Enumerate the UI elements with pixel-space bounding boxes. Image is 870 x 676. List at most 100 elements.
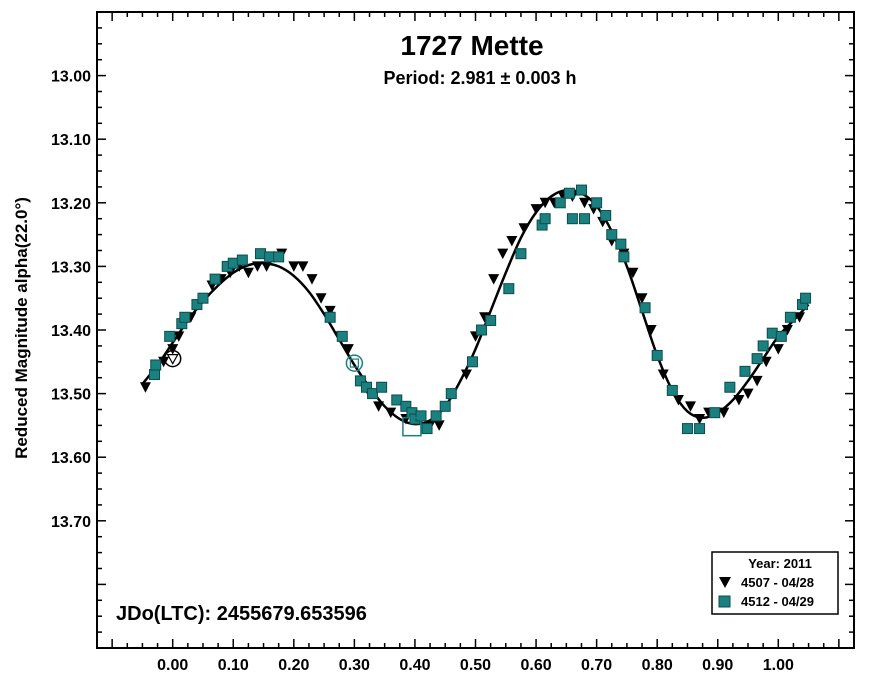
data-point-4507 — [506, 235, 518, 247]
data-point-4507 — [742, 388, 754, 400]
data-point-4512 — [606, 229, 618, 241]
data-point-4507 — [672, 394, 684, 406]
data-point-4507 — [657, 369, 669, 381]
data-point-4512 — [539, 213, 551, 225]
y-tick-label: 13.10 — [51, 132, 91, 149]
data-point-4512 — [709, 407, 721, 419]
x-tick-label: 0.10 — [218, 657, 249, 674]
data-point-4507 — [645, 325, 657, 336]
data-point-4512 — [149, 369, 161, 381]
data-point-4507 — [460, 369, 472, 381]
y-tick-label: 13.00 — [51, 69, 91, 86]
legend: Year: 2011 4507 - 04/28 4512 - 04/29 — [711, 551, 839, 615]
data-point-4512 — [391, 394, 403, 406]
data-point-4512 — [236, 254, 248, 266]
data-point-4512 — [566, 213, 578, 225]
data-point-4507 — [627, 267, 639, 279]
data-point-4512 — [563, 187, 575, 199]
legend-title: Year: 2011 — [748, 556, 812, 571]
data-point-4507 — [684, 401, 696, 412]
epoch-annotation: JDo(LTC): 2455679.653596 — [116, 603, 367, 625]
data-point-4512 — [615, 238, 627, 250]
x-tick-label: 0.00 — [157, 657, 188, 674]
data-point-4512 — [273, 251, 285, 263]
data-point-4507 — [772, 344, 784, 355]
data-point-4512 — [324, 311, 336, 323]
data-point-4512 — [360, 381, 372, 393]
x-tick-label: 0.90 — [702, 657, 733, 674]
data-points-group — [139, 184, 812, 437]
data-point-4512 — [445, 388, 457, 400]
data-point-4512 — [800, 292, 812, 304]
data-point-4507 — [288, 261, 300, 272]
data-point-4512 — [197, 292, 209, 304]
data-point-4507 — [324, 305, 336, 317]
data-point-4512 — [666, 384, 678, 396]
data-point-4507 — [781, 325, 793, 336]
data-point-4512 — [150, 359, 162, 371]
highlight-triangle-4507 — [166, 354, 179, 365]
y-tick-label: 13.40 — [51, 323, 91, 340]
data-point-4507 — [497, 248, 509, 260]
data-point-4512 — [367, 388, 379, 400]
data-point-4507 — [158, 356, 170, 368]
data-point-4512 — [775, 330, 787, 342]
highlight-square-4512 — [349, 358, 359, 368]
data-point-4512 — [600, 210, 612, 222]
data-point-4512 — [784, 311, 796, 323]
data-point-4512 — [618, 251, 630, 263]
data-point-4512 — [191, 299, 203, 311]
x-tick-label: 0.70 — [581, 657, 612, 674]
data-point-4512 — [579, 213, 591, 225]
data-point-4512 — [575, 184, 587, 196]
highlight-circle-4512 — [345, 354, 364, 372]
data-point-4512 — [439, 400, 451, 412]
data-point-4507 — [261, 261, 273, 272]
data-point-4507 — [251, 261, 263, 272]
data-point-4507 — [139, 382, 151, 393]
data-point-4512 — [694, 423, 706, 435]
data-point-4512 — [485, 314, 497, 326]
data-point-4512 — [354, 375, 366, 387]
data-point-4512 — [179, 311, 191, 323]
data-point-4512 — [591, 197, 603, 209]
data-point-4512 — [376, 381, 388, 393]
data-point-4512 — [739, 365, 751, 377]
data-point-4512 — [264, 251, 276, 263]
highlight-circle-4507 — [163, 349, 182, 368]
y-tick-label: 13.30 — [51, 259, 91, 276]
legend-square-marker — [718, 595, 731, 608]
data-point-4507 — [518, 223, 530, 234]
data-point-4512 — [515, 248, 527, 260]
legend-entry-2: 4512 - 04/29 — [741, 594, 814, 609]
legend-entry-1: 4507 - 04/28 — [741, 575, 814, 590]
legend-box — [711, 551, 839, 615]
data-point-4507 — [479, 312, 491, 323]
data-point-4507 — [636, 293, 648, 304]
data-point-4512 — [255, 248, 267, 260]
x-tick-label: 0.60 — [520, 657, 551, 674]
data-point-4507 — [373, 401, 385, 412]
data-point-4512 — [681, 423, 693, 435]
data-point-4507 — [530, 204, 542, 215]
data-point-4507 — [306, 274, 318, 285]
y-tick-label: 13.50 — [51, 387, 91, 404]
x-tick-label: 0.40 — [399, 657, 430, 674]
data-point-4512 — [639, 302, 651, 314]
data-point-4507 — [539, 197, 551, 209]
data-point-4512 — [651, 349, 663, 361]
data-point-4507 — [751, 375, 763, 387]
data-point-4507 — [167, 344, 179, 355]
data-point-4507 — [694, 414, 706, 425]
data-point-4512 — [757, 340, 769, 352]
data-point-4512 — [724, 381, 736, 393]
data-point-4512 — [766, 327, 778, 339]
data-point-4507 — [385, 407, 397, 419]
data-point-4507 — [297, 261, 309, 272]
data-point-4512 — [209, 273, 221, 285]
data-point-4512 — [336, 330, 348, 342]
data-point-4507 — [760, 356, 772, 368]
x-tick-label: 0.20 — [278, 657, 309, 674]
data-point-4512 — [503, 283, 515, 295]
y-tick-label: 13.70 — [51, 514, 91, 531]
